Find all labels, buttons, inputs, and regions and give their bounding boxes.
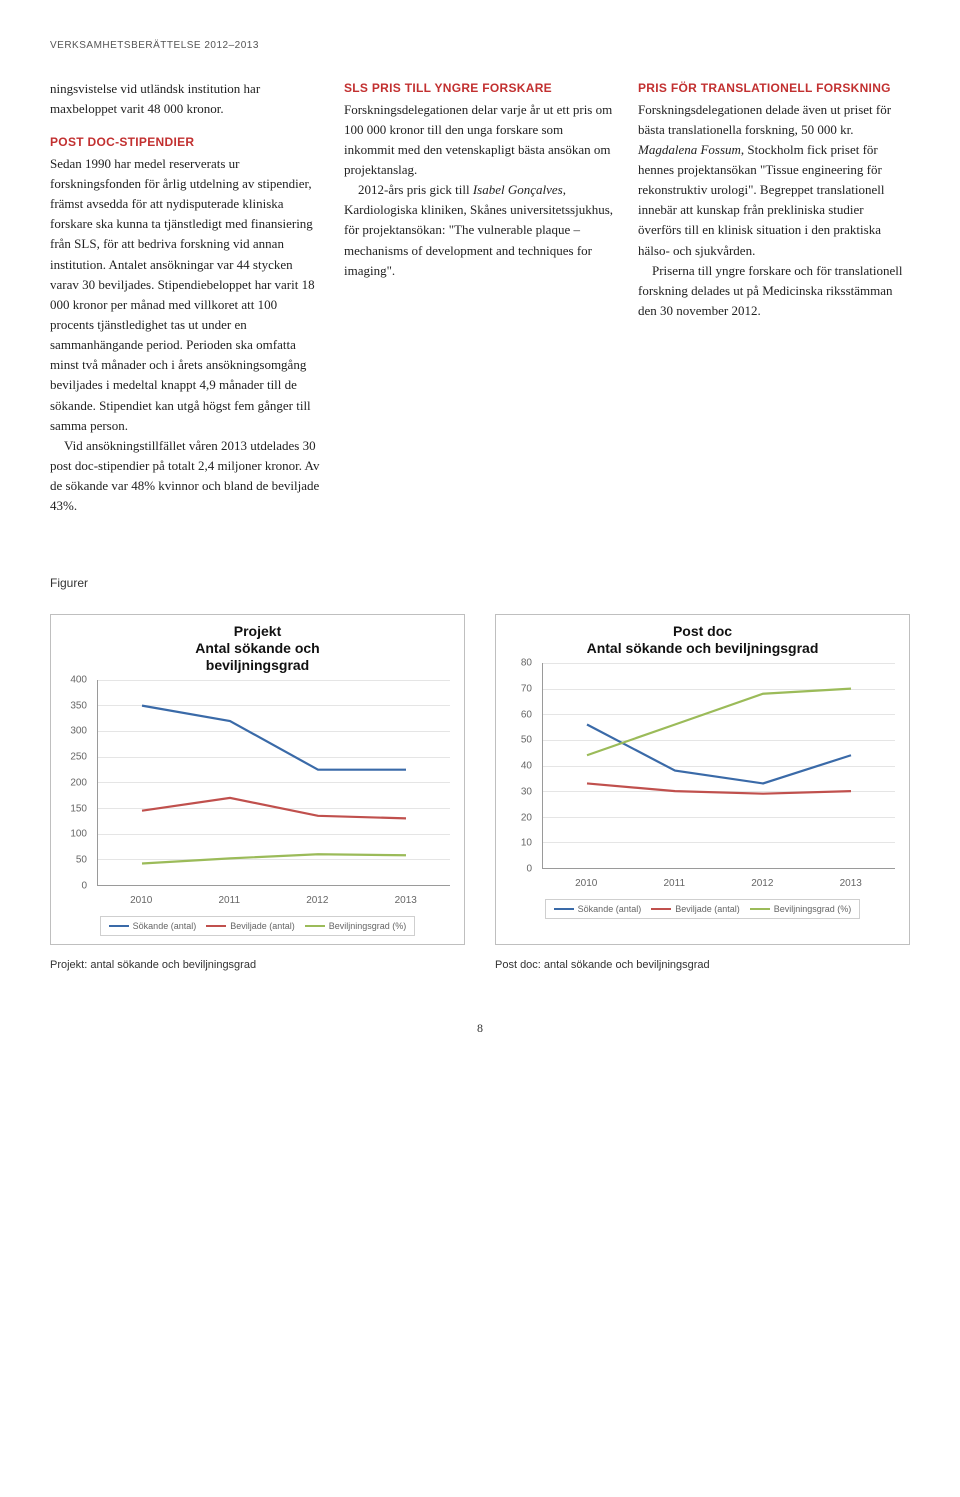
legend-item: Beviljade (antal)	[206, 921, 295, 931]
legend-label: Beviljade (antal)	[675, 904, 740, 914]
column-1: ningsvistelse vid utländsk institution h…	[50, 79, 322, 516]
legend-swatch	[109, 925, 129, 927]
title-line-1: Projekt	[234, 623, 281, 639]
legend-swatch	[750, 908, 770, 910]
text-span: 2012-års pris gick till	[358, 182, 473, 197]
legend-label: Beviljningsgrad (%)	[774, 904, 852, 914]
trans-paragraph-2: Priserna till yngre forskare och för tra…	[638, 261, 910, 321]
legend-item: Beviljningsgrad (%)	[750, 904, 852, 914]
heading-sls-pris: SLS PRIS TILL YNGRE FORSKARE	[344, 79, 616, 98]
heading-translationell: PRIS FÖR TRANSLATIONELL FORSKNING	[638, 79, 910, 98]
name-fossum: Magdalena Fossum	[638, 142, 741, 157]
plot-area: 010203040506070802010201120122013	[506, 663, 899, 893]
title-line-2: Antal sökande och beviljningsgrad	[587, 640, 819, 656]
legend-label: Sökande (antal)	[578, 904, 642, 914]
chart-legend: Sökande (antal) Beviljade (antal) Bevilj…	[545, 899, 861, 919]
text-columns: ningsvistelse vid utländsk institution h…	[50, 79, 910, 516]
chart-postdoc: Post doc Antal sökande och beviljningsgr…	[495, 614, 910, 944]
trans-paragraph-1: Forskningsdelegationen delade även ut pr…	[638, 100, 910, 261]
chart-title: Projekt Antal sökande och beviljningsgra…	[61, 623, 454, 673]
name-goncalves: Isabel Gonçalves	[473, 182, 563, 197]
chart-projekt: Projekt Antal sökande och beviljningsgra…	[50, 614, 465, 944]
sls-paragraph-1: Forskningsdelegationen delar varje år ut…	[344, 100, 616, 181]
post-doc-paragraph-2: Vid ansökningstillfället våren 2013 utde…	[50, 436, 322, 517]
legend-swatch	[651, 908, 671, 910]
legend-item: Sökande (antal)	[109, 921, 197, 931]
charts-row: Projekt Antal sökande och beviljningsgra…	[50, 614, 910, 944]
caption-projekt: Projekt: antal sökande och beviljningsgr…	[50, 959, 465, 971]
post-doc-paragraph-1: Sedan 1990 har medel reserverats ur fors…	[50, 154, 322, 436]
legend-swatch	[554, 908, 574, 910]
legend-item: Beviljade (antal)	[651, 904, 740, 914]
text-span: , Stockholm fick priset för hennes proje…	[638, 142, 884, 258]
legend-label: Beviljningsgrad (%)	[329, 921, 407, 931]
intro-paragraph: ningsvistelse vid utländsk institution h…	[50, 79, 322, 119]
figures-label: Figurer	[50, 576, 910, 590]
chart-legend: Sökande (antal) Beviljade (antal) Bevilj…	[100, 916, 416, 936]
text-span: Forskningsdelegationen delade även ut pr…	[638, 102, 891, 137]
column-3: PRIS FÖR TRANSLATIONELL FORSKNING Forskn…	[638, 79, 910, 516]
legend-label: Beviljade (antal)	[230, 921, 295, 931]
legend-swatch	[206, 925, 226, 927]
column-2: SLS PRIS TILL YNGRE FORSKARE Forskningsd…	[344, 79, 616, 516]
page-number: 8	[50, 1021, 910, 1036]
caption-postdoc: Post doc: antal sökande och beviljningsg…	[495, 959, 910, 971]
heading-post-doc: POST DOC-STIPENDIER	[50, 133, 322, 152]
title-line-3: beviljningsgrad	[206, 657, 309, 673]
title-line-2: Antal sökande och	[195, 640, 319, 656]
legend-item: Beviljningsgrad (%)	[305, 921, 407, 931]
legend-swatch	[305, 925, 325, 927]
report-header: VERKSAMHETSBERÄTTELSE 2012–2013	[50, 40, 910, 51]
chart-title: Post doc Antal sökande och beviljningsgr…	[506, 623, 899, 657]
sls-paragraph-2: 2012-års pris gick till Isabel Gonçalves…	[344, 180, 616, 281]
title-line-1: Post doc	[673, 623, 732, 639]
legend-label: Sökande (antal)	[133, 921, 197, 931]
plot-area: 0501001502002503003504002010201120122013	[61, 680, 454, 910]
captions-row: Projekt: antal sökande och beviljningsgr…	[50, 959, 910, 971]
legend-item: Sökande (antal)	[554, 904, 642, 914]
